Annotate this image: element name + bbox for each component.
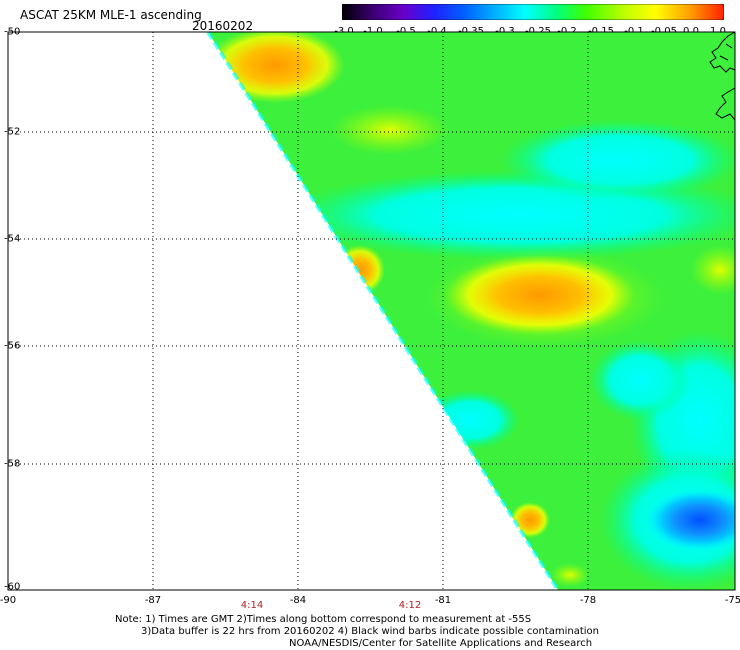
latitude-tick-label: -50 [4, 26, 21, 38]
map-date: 20160202 [192, 19, 254, 33]
longitude-tick-label: -84 [289, 595, 307, 606]
time-label-2: 4:12 [398, 600, 422, 611]
latitude-tick-label: -58 [4, 458, 21, 470]
longitude-tick-label: -78 [579, 595, 597, 606]
longitude-tick-label: -90 [0, 595, 17, 606]
note-line-3: NOAA/NESDIS/Center for Satellite Applica… [289, 638, 593, 649]
longitude-tick-label: -81 [434, 595, 452, 606]
note-line-1: Note: 1) Times are GMT 2)Times along bot… [115, 614, 532, 625]
latitude-tick-label: -60 [4, 581, 21, 593]
map-title: ASCAT 25KM MLE-1 ascending [20, 8, 202, 22]
map-frame [7, 31, 736, 591]
wind-swath [208, 32, 735, 590]
swath-edge [206, 30, 560, 592]
colorbar [342, 4, 724, 20]
longitude-tick-label: -75 [724, 595, 740, 606]
graticule [8, 32, 735, 590]
note-line-2: 3)Data buffer is 22 hrs from 20160202 4)… [141, 626, 599, 637]
latitude-tick-label: -52 [4, 126, 21, 138]
latitude-tick-label: -56 [4, 340, 21, 352]
coastline [709, 31, 736, 121]
longitude-tick-label: -87 [144, 595, 162, 606]
time-label-1: 4:14 [240, 600, 264, 611]
latitude-tick-label: -54 [4, 233, 21, 245]
